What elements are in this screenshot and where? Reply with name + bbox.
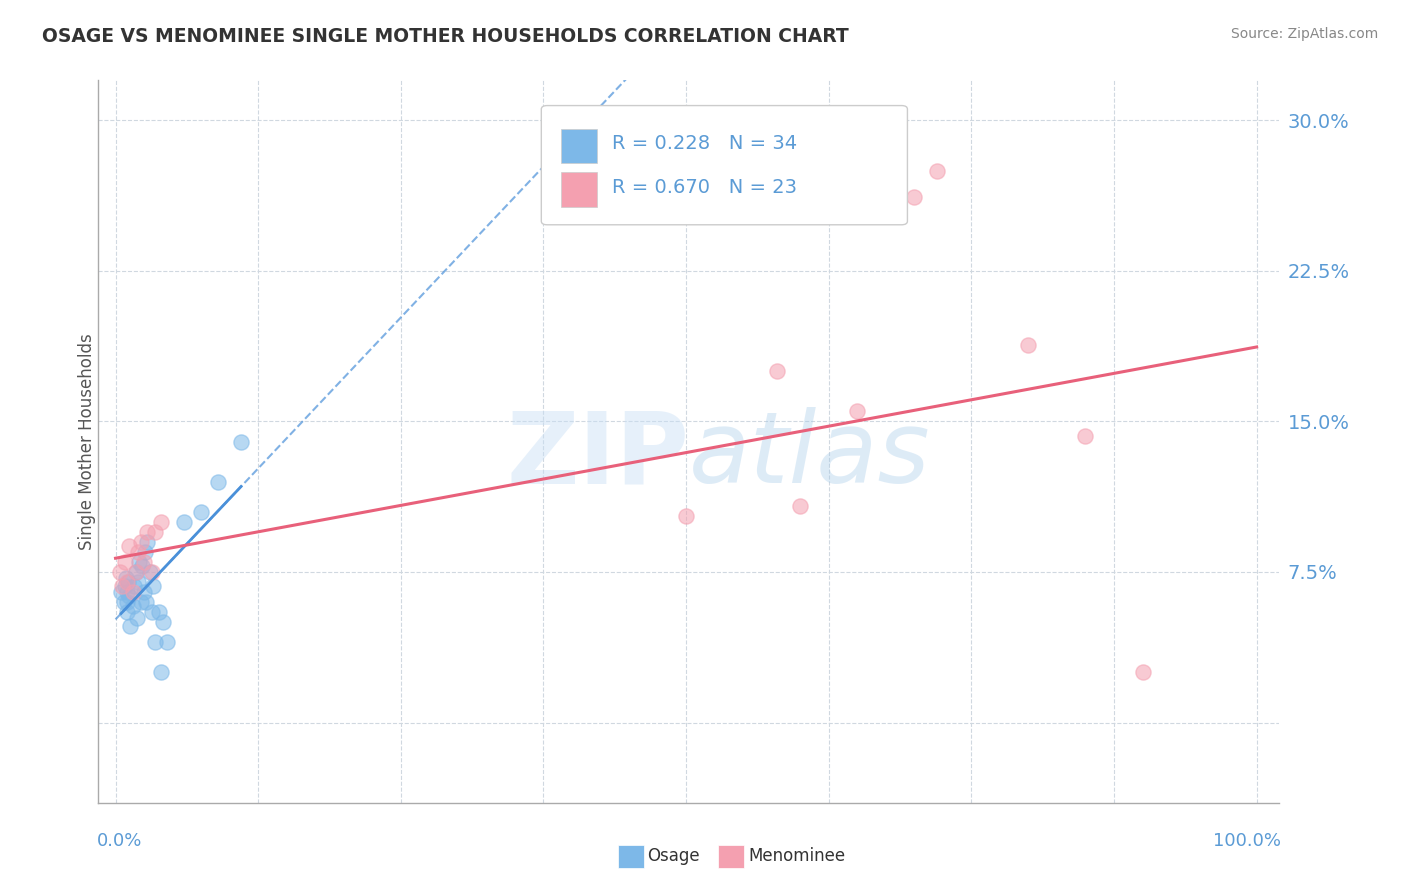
- Point: [114, 571, 136, 585]
- Point: [125, 565, 148, 579]
- Point: [142, 579, 165, 593]
- Point: [125, 565, 148, 579]
- Point: [127, 574, 149, 589]
- Point: [121, 599, 143, 614]
- Text: ZIP: ZIP: [506, 408, 689, 505]
- Point: [112, 595, 135, 609]
- Point: [121, 585, 143, 599]
- Point: [150, 665, 173, 680]
- FancyBboxPatch shape: [619, 845, 644, 868]
- FancyBboxPatch shape: [718, 845, 744, 868]
- Point: [1132, 665, 1154, 680]
- Point: [136, 524, 159, 539]
- Point: [120, 619, 142, 633]
- Text: 0.0%: 0.0%: [97, 831, 142, 850]
- FancyBboxPatch shape: [561, 172, 596, 207]
- Point: [846, 404, 869, 418]
- Point: [110, 585, 132, 599]
- Text: atlas: atlas: [689, 408, 931, 505]
- Y-axis label: Single Mother Households: Single Mother Households: [79, 334, 96, 549]
- Point: [129, 595, 152, 609]
- Point: [114, 555, 136, 569]
- Text: Source: ZipAtlas.com: Source: ZipAtlas.com: [1230, 27, 1378, 41]
- Text: 100.0%: 100.0%: [1212, 831, 1281, 850]
- Text: Osage: Osage: [648, 847, 700, 864]
- Point: [127, 611, 149, 625]
- FancyBboxPatch shape: [561, 128, 596, 163]
- Point: [229, 434, 252, 449]
- Point: [1074, 428, 1097, 442]
- Point: [145, 635, 167, 649]
- Point: [114, 579, 136, 593]
- Point: [131, 558, 153, 574]
- Point: [111, 579, 134, 593]
- Point: [1017, 338, 1039, 352]
- Point: [115, 595, 138, 609]
- Point: [207, 475, 229, 489]
- Point: [675, 508, 697, 523]
- Point: [134, 545, 156, 559]
- Point: [148, 605, 170, 619]
- Point: [115, 605, 138, 619]
- Point: [766, 364, 789, 378]
- Point: [115, 585, 138, 599]
- Point: [128, 555, 150, 569]
- Point: [108, 565, 131, 579]
- Text: R = 0.670   N = 23: R = 0.670 N = 23: [612, 178, 797, 197]
- Text: Menominee: Menominee: [748, 847, 845, 864]
- Point: [135, 595, 157, 609]
- Point: [903, 189, 925, 203]
- Point: [129, 534, 152, 549]
- Point: [132, 555, 155, 569]
- Point: [789, 499, 811, 513]
- Text: R = 0.228   N = 34: R = 0.228 N = 34: [612, 135, 797, 153]
- Point: [122, 579, 145, 593]
- Point: [190, 505, 212, 519]
- Point: [117, 574, 139, 589]
- Point: [156, 635, 179, 649]
- Point: [127, 545, 149, 559]
- Point: [152, 615, 174, 630]
- Point: [139, 565, 162, 579]
- Point: [132, 585, 155, 599]
- Text: OSAGE VS MENOMINEE SINGLE MOTHER HOUSEHOLDS CORRELATION CHART: OSAGE VS MENOMINEE SINGLE MOTHER HOUSEHO…: [42, 27, 849, 45]
- Point: [141, 565, 163, 579]
- Point: [118, 539, 141, 553]
- Point: [150, 515, 173, 529]
- Point: [141, 605, 163, 619]
- Point: [145, 524, 167, 539]
- Point: [136, 534, 159, 549]
- Point: [115, 574, 138, 589]
- Point: [173, 515, 195, 529]
- Point: [927, 163, 949, 178]
- FancyBboxPatch shape: [541, 105, 907, 225]
- Point: [118, 589, 141, 603]
